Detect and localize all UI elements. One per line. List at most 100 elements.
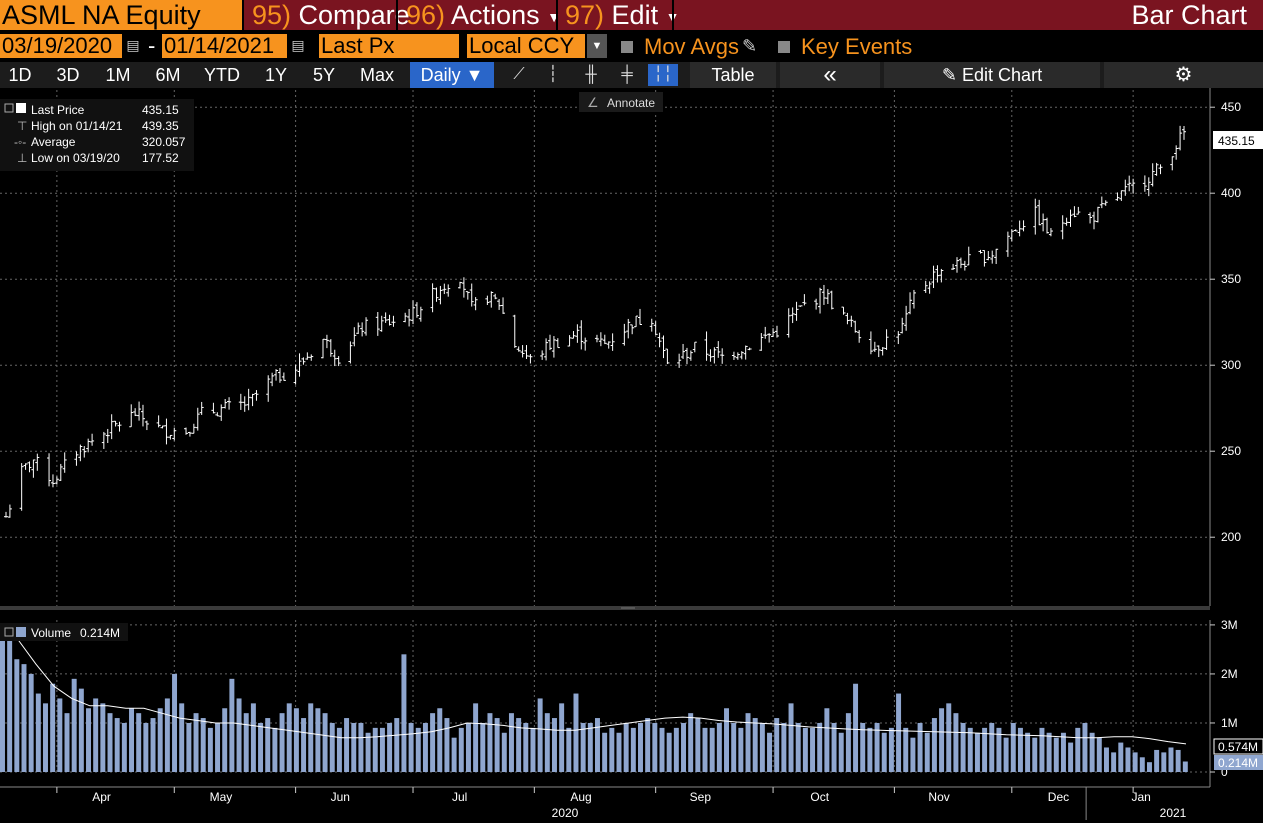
price-field-select[interactable]: Last Px: [319, 34, 459, 58]
volume-bar: [609, 727, 615, 772]
legend-high-label: High on 01/14/21: [31, 119, 123, 133]
period-1m[interactable]: 1M: [105, 65, 131, 85]
volume-bar: [236, 698, 242, 772]
table-button[interactable]: Table: [690, 62, 776, 88]
period-1y[interactable]: 1Y: [264, 65, 288, 85]
volume-bar: [953, 713, 959, 772]
period-3d[interactable]: 3D: [56, 65, 80, 85]
volume-bar: [702, 727, 708, 772]
volume-bar: [487, 713, 493, 772]
currency-dropdown-icon[interactable]: ▼: [587, 34, 607, 58]
volume-bar: [1089, 732, 1095, 772]
volume-bar: [673, 727, 679, 772]
period-max[interactable]: Max: [359, 65, 394, 85]
volume-bar: [1168, 747, 1174, 772]
key-events-checkbox[interactable]: [778, 41, 790, 53]
mov-avgs-label[interactable]: Mov Avgs: [644, 34, 739, 59]
volume-tick-label: 0: [1221, 765, 1228, 779]
legend-average-label: Average: [31, 135, 76, 149]
volume-bar: [394, 718, 400, 772]
volume-bar: [35, 693, 41, 772]
volume-bar: [430, 713, 436, 772]
calendar-icon[interactable]: ▤: [291, 37, 305, 53]
volume-bar: [1175, 749, 1181, 772]
price-tick-label: 350: [1221, 272, 1241, 286]
compare-button[interactable]: 95) Compare: [252, 0, 410, 30]
volume-bar: [888, 727, 894, 772]
volume-bar: [681, 722, 686, 772]
ohlc-bar-icon[interactable]: ╎╎: [648, 64, 678, 86]
start-date-field[interactable]: 03/19/2020: [0, 34, 122, 58]
edit-label: Edit: [611, 0, 659, 30]
volume-bar: [616, 732, 622, 772]
volume-tick-label: 1M: [1221, 716, 1238, 730]
legend-low-label: Low on 03/19/20: [31, 151, 120, 165]
volume-average-line: [0, 629, 1187, 745]
period-6m[interactable]: 6M: [155, 65, 181, 85]
legend-toggle-icon[interactable]: [4, 627, 14, 637]
chart-settings-row: 03/19/2020 ▤ - 01/14/2021 ▤ Last Px Loca…: [0, 32, 1263, 60]
period-1d[interactable]: 1D: [8, 65, 32, 85]
volume-bars-icon[interactable]: ╫: [585, 66, 597, 83]
compare-hotkey: 95): [252, 0, 292, 30]
volume-bar: [308, 703, 314, 772]
volume-bar: [57, 698, 63, 772]
month-label: Jan: [1131, 790, 1150, 804]
price-tick-label: 250: [1221, 444, 1241, 458]
volume-bar: [931, 718, 937, 772]
candle-icon[interactable]: ┆: [548, 66, 558, 83]
volume-bar: [415, 727, 421, 772]
annotate-button[interactable]: [579, 92, 663, 112]
volume-bar: [767, 732, 773, 772]
volume-bar: [724, 708, 730, 772]
volume-bar: [716, 722, 722, 772]
legend-toggle-icon[interactable]: [4, 103, 14, 113]
volume-bar: [50, 683, 56, 772]
price-tick-label: 400: [1221, 186, 1241, 200]
legend-average-value: 320.057: [142, 135, 186, 149]
period-ytd[interactable]: YTD: [204, 65, 240, 85]
volume-bar: [351, 722, 357, 772]
pane-divider[interactable]: [0, 606, 1210, 610]
pencil-icon[interactable]: ✎: [742, 36, 758, 56]
volume-bar: [688, 713, 694, 772]
actions-label: Actions: [451, 0, 540, 30]
volume-bar: [659, 727, 665, 772]
key-events-label[interactable]: Key Events: [801, 34, 913, 59]
volume-bar: [867, 727, 873, 772]
ticker-field[interactable]: ASML NA Equity: [0, 0, 242, 30]
volume-bar: [422, 722, 428, 772]
volume-bar: [896, 693, 902, 772]
edit-menu-button[interactable]: 97) Edit ▼: [565, 0, 679, 30]
collapse-icon[interactable]: «: [780, 62, 880, 88]
volume-bar: [265, 718, 271, 772]
volume-bar: [1068, 742, 1074, 772]
mov-avgs-checkbox[interactable]: [621, 41, 633, 53]
volume-bar: [458, 727, 464, 772]
volume-bar: [1046, 732, 1052, 772]
currency-select[interactable]: Local CCY: [467, 34, 585, 58]
calendar-icon[interactable]: ▤: [126, 37, 140, 53]
average-marker-icon: -◦-: [14, 135, 26, 149]
volume-bar: [1082, 722, 1088, 772]
actions-menu-button[interactable]: 96) Actions ▼: [406, 0, 561, 30]
volume-bar: [71, 678, 77, 772]
volume-bar: [967, 727, 973, 772]
volume-bar: [1161, 752, 1167, 772]
volume-bar: [401, 654, 407, 772]
line-chart-icon[interactable]: ⟋: [513, 66, 525, 83]
volume-bar: [652, 722, 658, 772]
volume-bar: [1146, 762, 1152, 772]
volume-bar: [910, 737, 916, 772]
volume-avg-tag-value: 0.574M: [1218, 740, 1258, 754]
volume-bar: [365, 732, 371, 772]
edit-chart-button[interactable]: ✎ Edit Chart: [884, 62, 1100, 88]
period-5y[interactable]: 5Y: [312, 65, 336, 85]
end-date-field[interactable]: 01/14/2021: [162, 34, 287, 58]
gear-icon[interactable]: ⚙: [1104, 62, 1263, 88]
volume-bar: [996, 727, 1002, 772]
frequency-select[interactable]: Daily ▼: [410, 62, 494, 88]
candlestick-icon[interactable]: ╪: [621, 66, 633, 83]
volume-bar: [480, 722, 486, 772]
